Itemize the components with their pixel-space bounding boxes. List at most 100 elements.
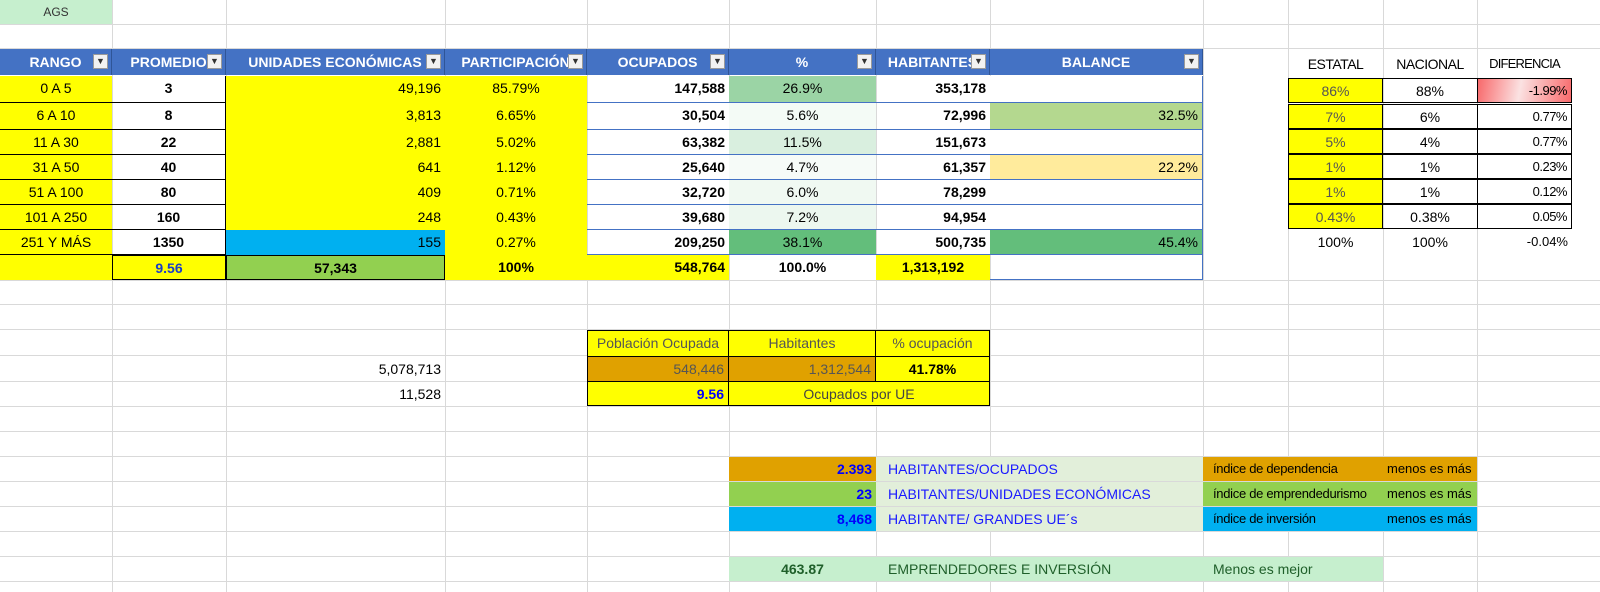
cell-unidades[interactable]: 155 bbox=[226, 230, 445, 255]
comparison-estatal[interactable]: 86% bbox=[1288, 78, 1383, 103]
cell-promedio[interactable]: 3 bbox=[112, 76, 226, 103]
comparison-diferencia[interactable]: 0.77% bbox=[1477, 104, 1572, 129]
cell-habitantes[interactable]: 151,673 bbox=[876, 130, 990, 155]
filter-dropdown-icon[interactable]: ▼ bbox=[568, 54, 583, 69]
side-value-1[interactable]: 5,078,713 bbox=[378, 361, 441, 377]
total-unidades[interactable]: 57,343 bbox=[226, 255, 445, 280]
total-habitantes[interactable]: 1,313,192 bbox=[876, 255, 990, 280]
cell-promedio[interactable]: 80 bbox=[112, 180, 226, 205]
comparison-estatal[interactable]: 1% bbox=[1288, 154, 1383, 179]
cell-pct[interactable]: 11.5% bbox=[729, 130, 876, 155]
comparison-nacional[interactable]: 4% bbox=[1383, 129, 1477, 154]
cell-participacion[interactable]: 6.65% bbox=[445, 103, 587, 130]
summary-value[interactable]: 463.87 bbox=[729, 557, 876, 581]
cell-habitantes[interactable]: 72,996 bbox=[876, 103, 990, 130]
index-value[interactable]: 8,468 bbox=[729, 507, 876, 531]
sheet-label[interactable]: AGS bbox=[0, 0, 112, 24]
cell-rango[interactable]: 31 A 50 bbox=[0, 155, 112, 180]
cell-habitantes[interactable]: 78,299 bbox=[876, 180, 990, 205]
comparison-estatal[interactable]: 7% bbox=[1288, 104, 1383, 129]
cell-ocupados[interactable]: 25,640 bbox=[587, 155, 729, 180]
cell-rango[interactable]: 51 A 100 bbox=[0, 180, 112, 205]
filter-dropdown-icon[interactable]: ▼ bbox=[857, 54, 872, 69]
cell-balance[interactable]: 32.5% bbox=[990, 103, 1203, 130]
cell-participacion[interactable]: 5.02% bbox=[445, 130, 587, 155]
cell-ocupados[interactable]: 30,504 bbox=[587, 103, 729, 130]
total-ocupados[interactable]: 548,764 bbox=[587, 255, 729, 280]
cell-balance[interactable] bbox=[990, 180, 1203, 205]
comparison-nacional[interactable]: 0.38% bbox=[1383, 204, 1477, 229]
cell-ocupados[interactable]: 209,250 bbox=[587, 230, 729, 255]
total-participacion[interactable]: 100% bbox=[445, 255, 587, 280]
index-label[interactable]: HABITANTE/ GRANDES UE´s bbox=[876, 507, 1203, 531]
cell-unidades[interactable]: 248 bbox=[226, 205, 445, 230]
header-balance[interactable]: BALANCE bbox=[990, 49, 1203, 75]
cell-balance[interactable] bbox=[990, 76, 1203, 103]
cell-ocupados[interactable]: 39,680 bbox=[587, 205, 729, 230]
cell-ocupados[interactable]: 63,382 bbox=[587, 130, 729, 155]
comparison-diferencia[interactable]: -1.99% bbox=[1477, 78, 1572, 103]
total-balance-empty[interactable] bbox=[990, 255, 1203, 280]
cell-participacion[interactable]: 85.79% bbox=[445, 76, 587, 103]
comparison-nacional[interactable]: 88% bbox=[1383, 78, 1477, 103]
comparison-nacional[interactable]: 6% bbox=[1383, 104, 1477, 129]
index-value[interactable]: 2.393 bbox=[729, 457, 876, 481]
filter-dropdown-icon[interactable]: ▼ bbox=[207, 54, 222, 69]
cell-rango[interactable]: 251 Y MÁS bbox=[0, 230, 112, 255]
cell-rango[interactable]: 101 A 250 bbox=[0, 205, 112, 230]
cell-promedio[interactable]: 22 bbox=[112, 130, 226, 155]
comparison-total-diferencia[interactable]: -0.04% bbox=[1526, 234, 1568, 249]
index-note[interactable]: menos es más bbox=[1383, 457, 1477, 481]
comparison-diferencia[interactable]: 0.05% bbox=[1477, 204, 1572, 229]
occupation-poblacion-value[interactable]: 548,446 bbox=[588, 356, 729, 381]
index-value[interactable]: 23 bbox=[729, 482, 876, 506]
summary-label[interactable]: EMPRENDEDORES E INVERSIÓN bbox=[876, 557, 1203, 581]
cell-habitantes[interactable]: 500,735 bbox=[876, 230, 990, 255]
cell-promedio[interactable]: 8 bbox=[112, 103, 226, 130]
summary-note[interactable]: Menos es mejor bbox=[1203, 557, 1383, 581]
cell-unidades[interactable]: 641 bbox=[226, 155, 445, 180]
cell-participacion[interactable]: 0.43% bbox=[445, 205, 587, 230]
cell-ocupados[interactable]: 147,588 bbox=[587, 76, 729, 103]
cell-promedio[interactable]: 1350 bbox=[112, 230, 226, 255]
filter-dropdown-icon[interactable]: ▼ bbox=[93, 54, 108, 69]
header-pct[interactable]: % bbox=[729, 49, 876, 75]
comparison-estatal[interactable]: 0.43% bbox=[1288, 204, 1383, 229]
index-name[interactable]: índice de inversión bbox=[1203, 507, 1383, 531]
occupation-header-poblacion[interactable]: Población Ocupada bbox=[588, 331, 729, 356]
header-diferencia[interactable]: DIFERENCIA bbox=[1489, 56, 1561, 71]
cell-pct[interactable]: 38.1% bbox=[729, 230, 876, 255]
cell-unidades[interactable]: 3,813 bbox=[226, 103, 445, 130]
comparison-diferencia[interactable]: 0.12% bbox=[1477, 179, 1572, 204]
cell-participacion[interactable]: 0.71% bbox=[445, 180, 587, 205]
comparison-nacional[interactable]: 1% bbox=[1383, 179, 1477, 204]
comparison-diferencia[interactable]: 0.77% bbox=[1477, 129, 1572, 154]
occupation-pct-value[interactable]: 41.78% bbox=[876, 356, 989, 381]
cell-promedio[interactable]: 40 bbox=[112, 155, 226, 180]
occupation-habitantes-value[interactable]: 1,312,544 bbox=[729, 356, 876, 381]
cell-rango[interactable]: 11 A 30 bbox=[0, 130, 112, 155]
filter-dropdown-icon[interactable]: ▼ bbox=[1184, 54, 1199, 69]
index-note[interactable]: menos es más bbox=[1383, 482, 1477, 506]
cell-habitantes[interactable]: 94,954 bbox=[876, 205, 990, 230]
comparison-estatal[interactable]: 5% bbox=[1288, 129, 1383, 154]
cell-balance[interactable]: 22.2% bbox=[990, 155, 1203, 180]
cell-rango[interactable]: 0 A 5 bbox=[0, 76, 112, 103]
cell-balance[interactable] bbox=[990, 130, 1203, 155]
side-value-2[interactable]: 11,528 bbox=[399, 386, 441, 402]
cell-ocupados[interactable]: 32,720 bbox=[587, 180, 729, 205]
cell-pct[interactable]: 26.9% bbox=[729, 76, 876, 103]
cell-unidades[interactable]: 409 bbox=[226, 180, 445, 205]
header-unidades[interactable]: UNIDADES ECONÓMICAS bbox=[226, 49, 445, 75]
cell-balance[interactable] bbox=[990, 205, 1203, 230]
cell-participacion[interactable]: 1.12% bbox=[445, 155, 587, 180]
filter-dropdown-icon[interactable]: ▼ bbox=[971, 54, 986, 69]
filter-dropdown-icon[interactable]: ▼ bbox=[710, 54, 725, 69]
cell-pct[interactable]: 7.2% bbox=[729, 205, 876, 230]
total-promedio[interactable]: 9.56 bbox=[112, 255, 226, 280]
cell-participacion[interactable]: 0.27% bbox=[445, 230, 587, 255]
filter-dropdown-icon[interactable]: ▼ bbox=[426, 54, 441, 69]
cell-pct[interactable]: 6.0% bbox=[729, 180, 876, 205]
occupation-header-habitantes[interactable]: Habitantes bbox=[729, 331, 876, 356]
ocupados-por-ue-label[interactable]: Ocupados por UE bbox=[729, 381, 989, 405]
